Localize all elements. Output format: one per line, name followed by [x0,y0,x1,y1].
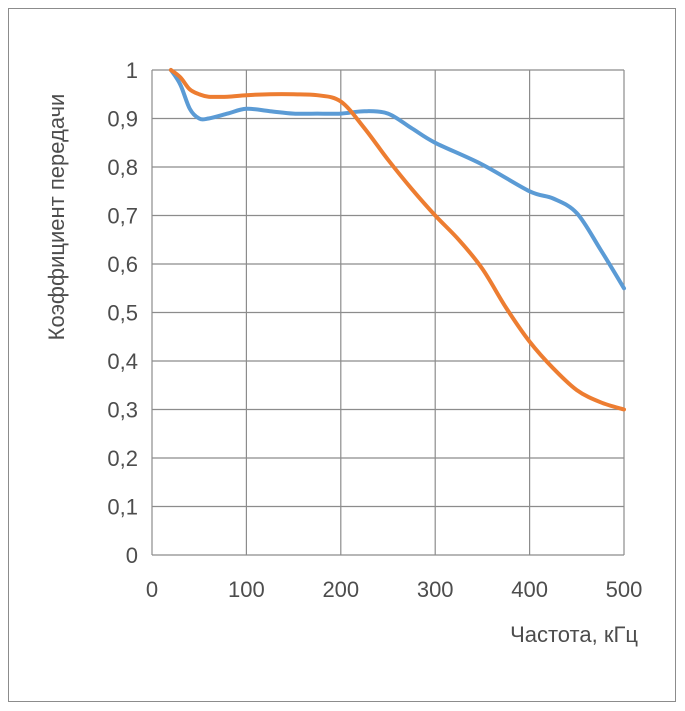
series-group [168,68,626,412]
x-tick-label: 100 [228,577,265,602]
y-axis-title: Коэффициент передачи [44,94,69,341]
y-tick-label: 1 [126,58,138,83]
y-tick-label: 0,5 [107,301,138,326]
grid [151,69,625,556]
series-line-2 [168,68,626,412]
y-tick-label: 0,3 [107,398,138,423]
x-tick-label: 300 [417,577,454,602]
y-tick-label: 0,7 [107,204,138,229]
y-tick-label: 0,9 [107,107,138,132]
x-tick-label: 200 [322,577,359,602]
y-tick-label: 0,6 [107,252,138,277]
y-tick-label: 0,1 [107,495,138,520]
y-tick-label: 0,4 [107,349,138,374]
x-tick-label: 500 [606,577,643,602]
x-tick-labels: 0 100 200 300 400 500 [146,577,642,602]
y-tick-labels: 0 0,1 0,2 0,3 0,4 0,5 0,6 0,7 0,8 0,9 1 [107,58,138,568]
series-line-1 [168,68,626,291]
chart-frame [8,8,676,702]
x-axis-title: Частота, кГц [510,622,638,647]
y-tick-label: 0,2 [107,446,138,471]
x-tick-label: 0 [146,577,158,602]
y-tick-label: 0 [126,543,138,568]
y-tick-label: 0,8 [107,155,138,180]
x-tick-label: 400 [511,577,548,602]
